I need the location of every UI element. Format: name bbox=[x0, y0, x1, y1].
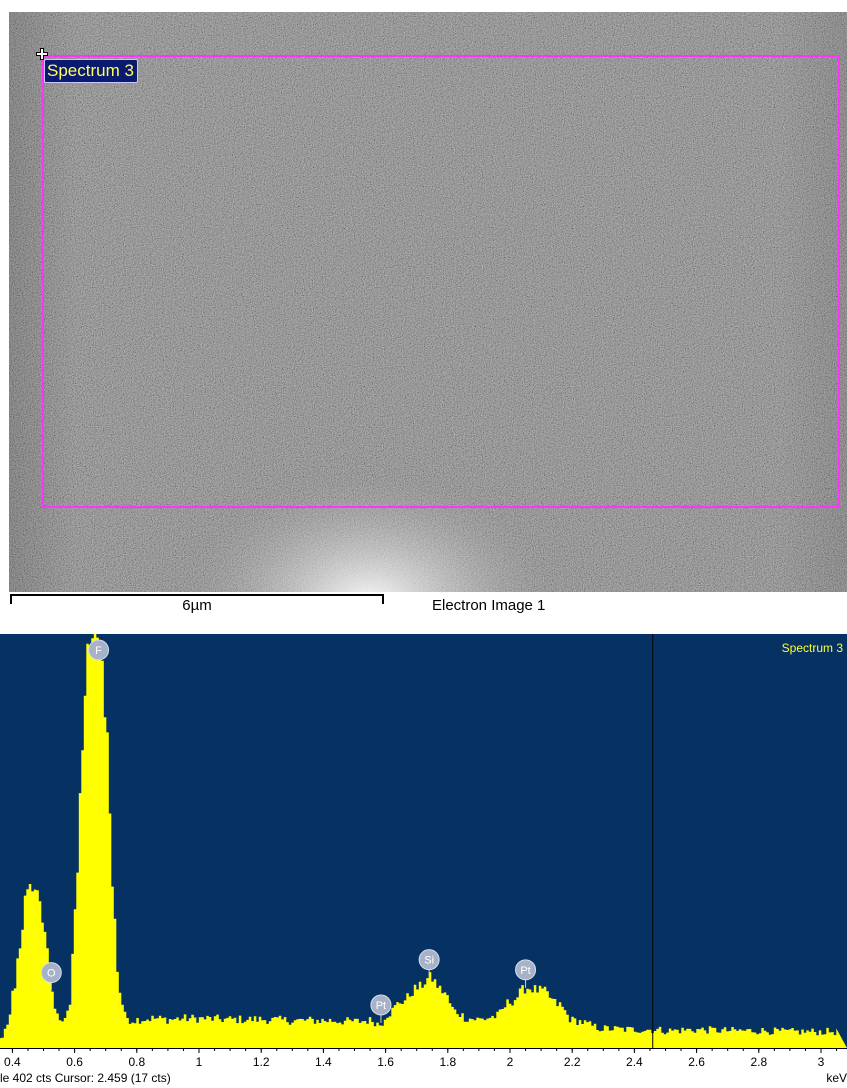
electron-image[interactable]: Spectrum 3 bbox=[9, 12, 847, 592]
scale-bar bbox=[10, 594, 384, 604]
peak-marker-pt[interactable]: Pt bbox=[370, 994, 392, 1023]
x-tick-label: 2.6 bbox=[688, 1055, 705, 1069]
sem-micrograph bbox=[9, 12, 847, 592]
x-tick-label: 1.8 bbox=[439, 1055, 456, 1069]
roi-label[interactable]: Spectrum 3 bbox=[44, 59, 138, 83]
scale-bar-label: 6µm bbox=[182, 597, 212, 614]
peak-label-pt: Pt bbox=[376, 1000, 386, 1012]
x-tick-label: 1.4 bbox=[315, 1055, 332, 1069]
spectrum-area bbox=[0, 634, 847, 1048]
peak-marker-si[interactable]: Si bbox=[418, 949, 440, 978]
peak-marker-pt[interactable]: Pt bbox=[515, 959, 537, 988]
x-tick-label: 0.4 bbox=[4, 1055, 21, 1069]
x-tick-label: 2 bbox=[507, 1055, 514, 1069]
peak-marker-o[interactable]: O bbox=[40, 962, 62, 991]
spectrum-plot[interactable]: O F Pt Si Pt Spectrum 3 bbox=[0, 634, 847, 1048]
spectrum-name: Spectrum 3 bbox=[781, 641, 843, 655]
x-axis: 0.4 0.6 0.8 1 1.2 1.4 1.6 1.8 2 2.2 2.4 2.6 2.8 3 bbox=[0, 1048, 847, 1088]
x-axis-unit: keV bbox=[826, 1071, 847, 1085]
peak-label-f: F bbox=[95, 645, 102, 657]
peak-label-si: Si bbox=[424, 955, 434, 967]
x-tick-label: 1.6 bbox=[377, 1055, 394, 1069]
status-readout: le 402 cts Cursor: 2.459 (17 cts) bbox=[0, 1071, 171, 1085]
x-tick-label: 1.2 bbox=[253, 1055, 270, 1069]
x-tick-label: 0.6 bbox=[66, 1055, 83, 1069]
x-tick-label: 2.2 bbox=[564, 1055, 581, 1069]
x-tick-label: 3 bbox=[818, 1055, 825, 1069]
peak-label-pt: Pt bbox=[520, 965, 530, 977]
spectrum-chart: O F Pt Si Pt bbox=[0, 634, 847, 1048]
roi-rectangle[interactable] bbox=[42, 55, 840, 508]
peak-label-o: O bbox=[47, 968, 56, 980]
x-tick-label: 0.8 bbox=[128, 1055, 145, 1069]
x-tick-label: 1 bbox=[196, 1055, 203, 1069]
peak-marker-f[interactable]: F bbox=[88, 639, 110, 661]
image-title: Electron Image 1 bbox=[432, 597, 546, 614]
roi-crosshair-icon[interactable] bbox=[36, 48, 48, 60]
x-axis-ticks: 0.4 0.6 0.8 1 1.2 1.4 1.6 1.8 2 2.2 2.4 2.6 2.8 3 bbox=[0, 1048, 847, 1069]
x-tick-label: 2.4 bbox=[626, 1055, 643, 1069]
spectrum-panel: O F Pt Si Pt Spectrum 3 0.4 0.6 0.8 1 1.2 1.4 1.6 1… bbox=[0, 634, 847, 1088]
x-tick-label: 2.8 bbox=[750, 1055, 767, 1069]
